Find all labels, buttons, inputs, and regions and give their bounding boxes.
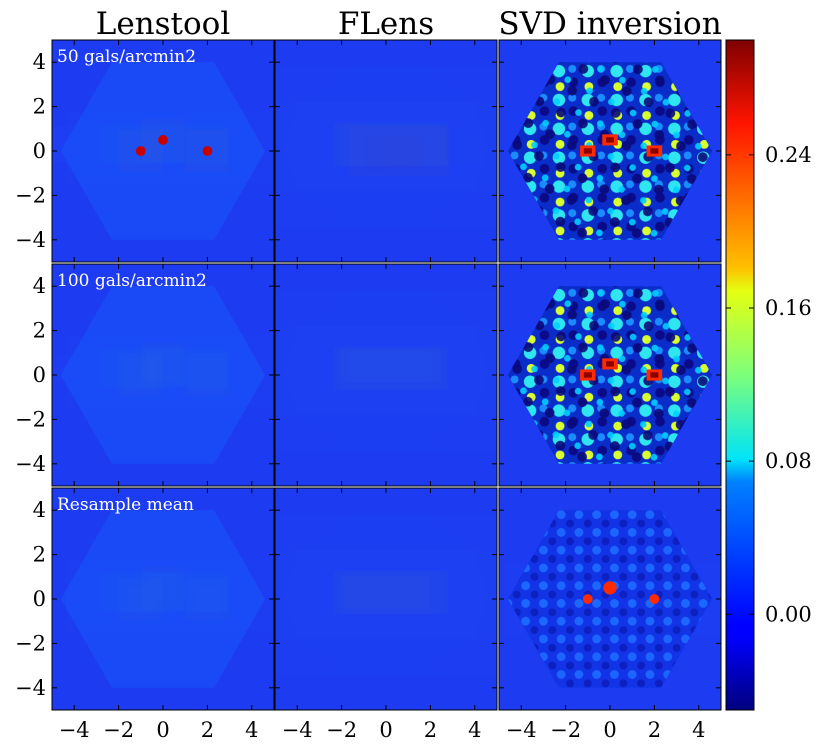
x-tick-label: −2 [550, 718, 581, 742]
x-tick-label: 4 [692, 718, 705, 742]
x-tick-label: 4 [468, 718, 481, 742]
flens-core [359, 582, 413, 603]
row-label: 100 gals/arcmin2 [57, 271, 207, 291]
y-tick-label: 2 [33, 319, 46, 343]
peak-core-west [135, 146, 146, 156]
peak-far-west [52, 133, 75, 156]
svd-peak-centre [603, 581, 617, 595]
peak-centre [154, 579, 172, 597]
column-titles: Lenstool FLens SVD inversion [96, 6, 722, 42]
svd-peak-core-east [650, 372, 659, 378]
flens-peak [377, 143, 413, 164]
svd-peak-core-west [583, 148, 592, 154]
row-label: Resample mean [57, 495, 194, 515]
x-tick-label: 2 [648, 718, 661, 742]
flens-east-blob [448, 135, 475, 158]
y-tick-label: 4 [33, 50, 46, 74]
x-tick-label: 2 [424, 718, 437, 742]
flens-core [359, 356, 422, 377]
x-tick-label: 0 [603, 718, 616, 742]
y-tick-label: −2 [15, 631, 46, 655]
axes: 4 2 0 −2 −4 4 2 0 −2 −4 4 2 0 −2 −4 −4 −2 0 2 4 −4 −2 0 2 4 −4 −2 0… [15, 50, 705, 742]
colorbar [725, 39, 755, 711]
y-tick-label: −2 [15, 407, 46, 431]
y-tick-label: 0 [33, 363, 46, 387]
x-tick-label: −2 [103, 718, 134, 742]
panel-1-0 [51, 263, 275, 487]
panel-1-1 [274, 263, 498, 487]
peak-west [130, 364, 152, 386]
colorbar-tick-label: 0.00 [765, 602, 812, 626]
y-tick-label: −4 [15, 676, 46, 700]
svd-noise-overlay [507, 286, 713, 464]
y-tick-label: 4 [33, 498, 46, 522]
x-tick-label: −4 [59, 718, 90, 742]
svd-peak-core-centre [606, 137, 614, 143]
x-tick-label: 0 [379, 718, 392, 742]
peak-core-east [202, 146, 213, 156]
panel-0-0 [51, 39, 275, 263]
colorbar-tick-label: 0.08 [765, 449, 812, 473]
x-tick-label: −4 [506, 718, 537, 742]
peak-west [132, 590, 150, 608]
peak-core-centre [158, 135, 168, 145]
colorbar-ticks: 0.24 0.16 0.08 0.00 [726, 143, 812, 626]
svd-mean-glow [554, 579, 679, 619]
column-title: Lenstool [96, 6, 231, 42]
svd-peak-core-east [650, 148, 659, 154]
panel-2-1 [274, 487, 498, 711]
x-tick-label: 0 [156, 718, 169, 742]
y-tick-label: 0 [33, 139, 46, 163]
y-tick-label: 2 [33, 543, 46, 567]
y-tick-label: −2 [15, 183, 46, 207]
y-tick-label: 0 [33, 587, 46, 611]
column-title: FLens [338, 6, 434, 42]
peak-east [197, 364, 218, 386]
panel-1-2 [498, 263, 722, 487]
svd-peak-core-centre [606, 361, 614, 367]
peak-far-west [55, 585, 71, 600]
peak-east [198, 590, 216, 608]
column-title: SVD inversion [498, 6, 721, 42]
panel-0-1 [274, 39, 498, 263]
row-label: 50 gals/arcmin2 [57, 47, 196, 67]
svd-peak-core-west [583, 372, 592, 378]
panel-0-2 [498, 39, 722, 263]
svd-noise-overlay [507, 62, 713, 240]
svd-peak-east [649, 594, 660, 604]
x-tick-label: −4 [282, 718, 313, 742]
x-tick-label: 2 [201, 718, 214, 742]
x-tick-label: −2 [326, 718, 357, 742]
y-tick-label: −4 [15, 452, 46, 476]
svd-peak-west [582, 594, 593, 604]
peak-far-west [54, 359, 72, 377]
panels: 50 gals/arcmin2 100 gals/arcmin2 Resample … [51, 39, 722, 711]
panel-2-2 [498, 487, 722, 711]
colorbar-tick-label: 0.16 [765, 296, 812, 320]
peak-centre [152, 353, 174, 375]
y-tick-label: 4 [33, 274, 46, 298]
x-tick-label: 4 [245, 718, 258, 742]
colorbar-tick-label: 0.24 [765, 143, 812, 167]
y-tick-label: −4 [15, 228, 46, 252]
panel-2-0 [51, 487, 275, 711]
y-tick-label: 2 [33, 95, 46, 119]
